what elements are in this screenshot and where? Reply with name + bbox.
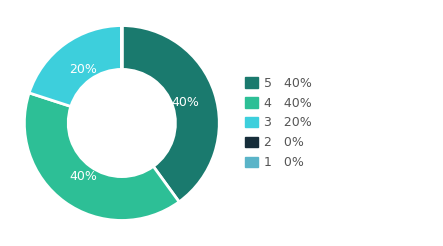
Text: 40%: 40% — [171, 96, 199, 109]
Legend: 5   40%, 4   40%, 3   20%, 2   0%, 1   0%: 5 40%, 4 40%, 3 20%, 2 0%, 1 0% — [245, 77, 312, 169]
Text: 20%: 20% — [69, 63, 97, 76]
Wedge shape — [24, 93, 179, 220]
Wedge shape — [122, 26, 219, 202]
Text: 40%: 40% — [69, 170, 97, 183]
Wedge shape — [29, 26, 122, 107]
